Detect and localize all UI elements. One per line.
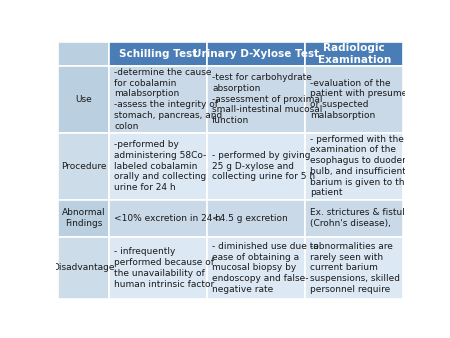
Bar xyxy=(305,199,403,237)
Text: Procedure: Procedure xyxy=(61,162,106,171)
Text: -performed by
administering 58Co-
labeled cobalamin
orally and collecting
urine : -performed by administering 58Co- labele… xyxy=(114,140,206,192)
Bar xyxy=(207,66,305,132)
Text: <4.5 g excretion: <4.5 g excretion xyxy=(212,214,288,223)
Text: Ex. strictures & fistulas
(Crohn's disease),: Ex. strictures & fistulas (Crohn's disea… xyxy=(310,208,415,228)
Text: Urinary D-Xylose Test: Urinary D-Xylose Test xyxy=(193,49,319,59)
Bar xyxy=(58,66,109,132)
Text: - diminished use due to
ease of obtaining a
mucosal biopsy by
endoscopy and fals: - diminished use due to ease of obtainin… xyxy=(212,242,319,294)
Bar xyxy=(58,42,109,66)
Text: - performed by giving
25 g D-xylose and
collecting urine for 5 h: - performed by giving 25 g D-xylose and … xyxy=(212,151,315,182)
Text: Use: Use xyxy=(75,95,92,104)
Bar xyxy=(207,237,305,299)
Bar xyxy=(109,237,207,299)
Text: - infrequently
performed because of
the unavailability of
human intrinsic factor: - infrequently performed because of the … xyxy=(114,247,214,289)
Text: Schilling Test: Schilling Test xyxy=(119,49,197,59)
Bar xyxy=(109,132,207,199)
Bar xyxy=(58,237,109,299)
Text: Disadvantage: Disadvantage xyxy=(52,263,115,272)
Text: Radiologic
Examination: Radiologic Examination xyxy=(318,43,391,65)
Text: -abnormalities are
rarely seen with
current barium
suspensions, skilled
personne: -abnormalities are rarely seen with curr… xyxy=(310,242,400,294)
Bar xyxy=(109,42,207,66)
Text: -evaluation of the
patient with presumed
or suspected
malabsorption: -evaluation of the patient with presumed… xyxy=(310,78,413,120)
Bar xyxy=(207,132,305,199)
Bar xyxy=(207,42,305,66)
Bar xyxy=(58,132,109,199)
Bar xyxy=(305,66,403,132)
Text: Abnormal
Findings: Abnormal Findings xyxy=(62,208,105,228)
Text: -determine the cause
for cobalamin
malabsorption
-assess the integrity of
stomac: -determine the cause for cobalamin malab… xyxy=(114,68,222,130)
Text: <10% excretion in 24 h: <10% excretion in 24 h xyxy=(114,214,221,223)
Text: -test for carbohydrate
absorption
-assessment of proximal
small-intestinal mucos: -test for carbohydrate absorption -asses… xyxy=(212,73,323,125)
Bar xyxy=(109,66,207,132)
Bar xyxy=(305,42,403,66)
Bar xyxy=(305,132,403,199)
Bar xyxy=(305,237,403,299)
Bar xyxy=(58,199,109,237)
Bar xyxy=(207,199,305,237)
Text: - performed with the
examination of the
esophagus to duodenal
bulb, and insuffic: - performed with the examination of the … xyxy=(310,135,416,197)
Bar xyxy=(109,199,207,237)
